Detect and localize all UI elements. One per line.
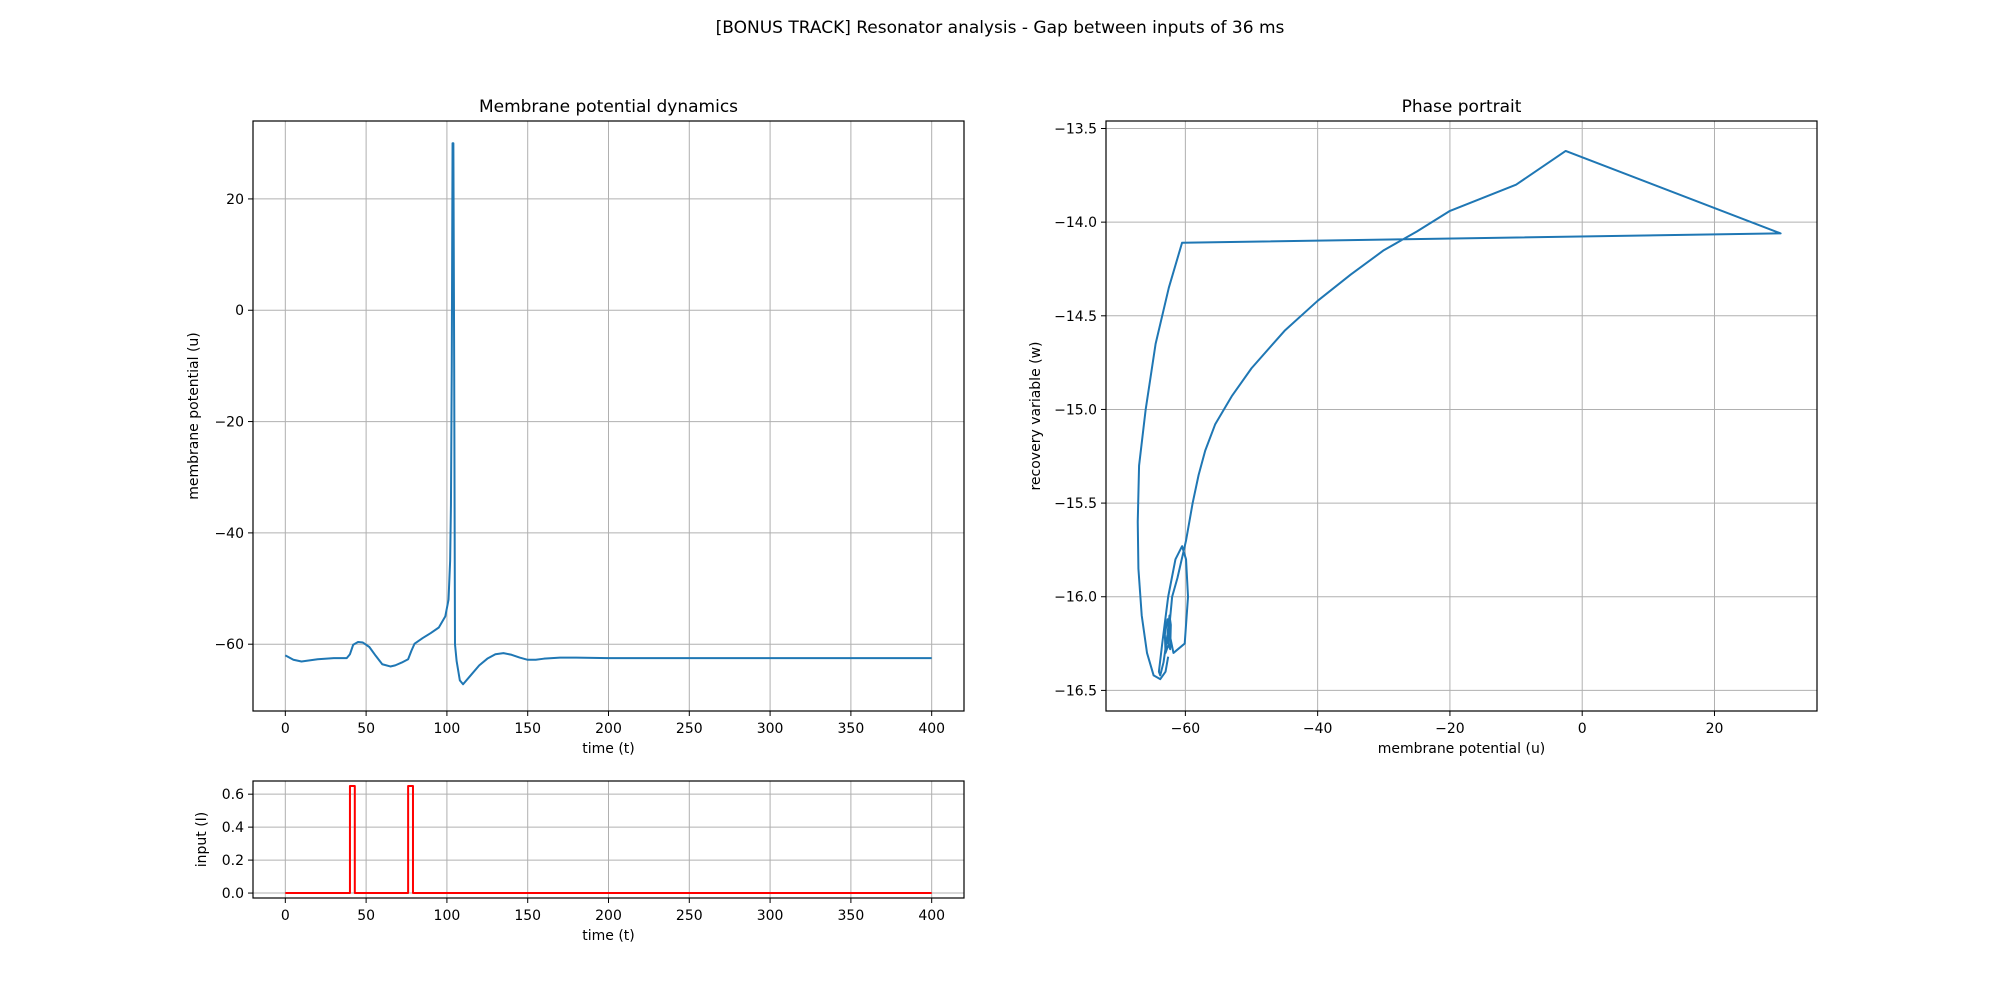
y-tick-label: 0: [235, 303, 244, 319]
x-tick-label: 150: [514, 908, 541, 924]
axes-frame: [1105, 120, 1818, 712]
grid-lines: [253, 781, 964, 898]
y-tick-label: −15.5: [1054, 496, 1097, 512]
data-series-line: [284, 142, 932, 686]
x-tick-label: 50: [357, 721, 375, 737]
y-axis-label: recovery variable (w): [1028, 341, 1044, 490]
data-series-line: [285, 784, 932, 895]
x-axis-label: time (t): [582, 741, 635, 757]
x-tick-label: 400: [918, 908, 945, 924]
x-tick-label: 200: [595, 908, 622, 924]
data-series-line: [1136, 149, 1782, 681]
y-tick-label: 20: [226, 192, 244, 208]
x-tick-label: −20: [1435, 721, 1465, 737]
x-tick-label: −60: [1171, 721, 1201, 737]
x-tick-label: 0: [281, 908, 290, 924]
y-tick-label: −40: [214, 526, 244, 542]
axes-frame: [252, 120, 965, 712]
input-current-panel: 0 50 100 150 200 250 300 350 400 0.0 0.2 0.4 0.6 time…: [194, 780, 965, 944]
x-tick-label: 300: [757, 908, 784, 924]
y-tick-label: −13.5: [1054, 121, 1097, 137]
grid-lines: [253, 121, 964, 711]
x-tick-label: −40: [1303, 721, 1333, 737]
y-tick-label: 0.6: [222, 787, 244, 803]
y-tick-label: −16.5: [1054, 683, 1097, 699]
x-tick-label: 0: [1578, 721, 1587, 737]
x-tick-label: 200: [595, 721, 622, 737]
y-tick-label: 0.4: [222, 820, 244, 836]
x-tick-label: 350: [838, 721, 865, 737]
x-tick-label: 0: [281, 721, 290, 737]
y-tick-label: 0.0: [222, 886, 244, 902]
x-axis-label: time (t): [582, 928, 635, 944]
x-tick-label: 20: [1706, 721, 1724, 737]
axes-title: Phase portrait: [1402, 97, 1522, 117]
x-axis-label: membrane potential (u): [1378, 741, 1546, 757]
x-tick-label: 50: [357, 908, 375, 924]
x-tick-label: 250: [676, 721, 703, 737]
y-tick-label: −20: [214, 415, 244, 431]
y-tick-label: −60: [214, 637, 244, 653]
x-tick-label: 100: [434, 721, 461, 737]
y-tick-label: −14.5: [1054, 309, 1097, 325]
x-tick-label: 150: [514, 721, 541, 737]
axes-title: Membrane potential dynamics: [479, 97, 738, 117]
x-tick-label: 100: [434, 908, 461, 924]
x-tick-label: 400: [918, 721, 945, 737]
x-tick-label: 250: [676, 908, 703, 924]
grid-lines: [1106, 121, 1817, 711]
axes-frame: [252, 780, 965, 899]
y-tick-label: 0.2: [222, 853, 244, 869]
phase-portrait-panel: Phase portrait −60 −40 −20 0 20 −16.5 −16.0 −15.…: [1028, 97, 1818, 757]
x-tick-label: 300: [757, 721, 784, 737]
y-axis-label: input (I): [194, 812, 210, 868]
x-tick-label: 350: [838, 908, 865, 924]
y-axis-label: membrane potential (u): [186, 332, 202, 500]
y-tick-label: −16.0: [1054, 590, 1097, 606]
figure-suptitle: [BONUS TRACK] Resonator analysis - Gap b…: [716, 18, 1285, 38]
y-tick-label: −15.0: [1054, 402, 1097, 418]
y-tick-label: −14.0: [1054, 215, 1097, 231]
